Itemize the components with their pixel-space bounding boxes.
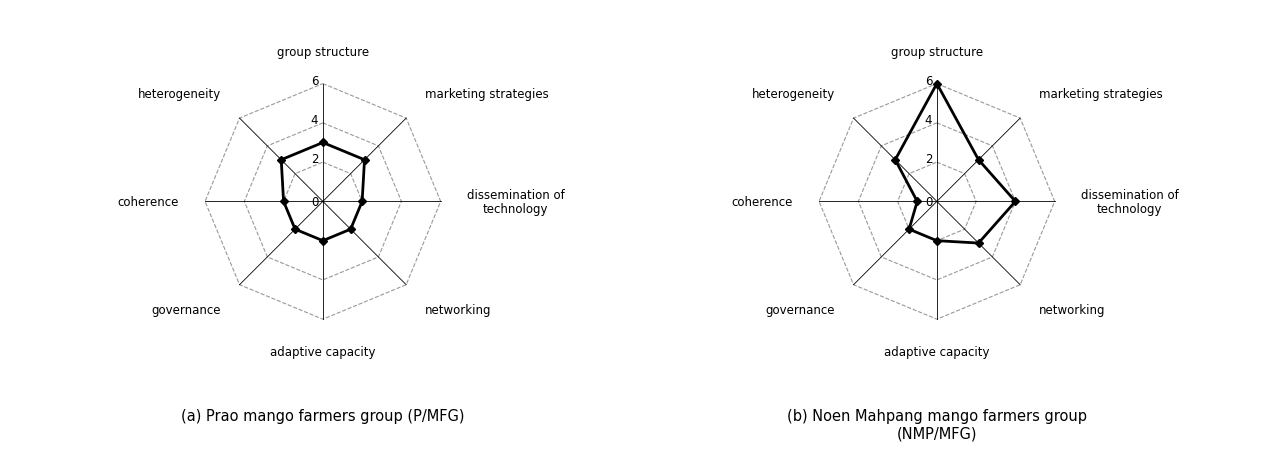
Text: group structure: group structure [277,45,369,59]
Text: (b) Noen Mahpang mango farmers group
(NMP/MFG): (b) Noen Mahpang mango farmers group (NM… [787,409,1086,441]
Text: dissemination of
technology: dissemination of technology [1081,189,1179,215]
Text: dissemination of
technology: dissemination of technology [467,189,565,215]
Text: 6: 6 [311,74,319,87]
Text: 4: 4 [311,113,319,127]
Text: coherence: coherence [118,196,179,208]
Text: networking: networking [1038,303,1105,316]
Text: networking: networking [425,303,491,316]
Text: adaptive capacity: adaptive capacity [884,345,990,358]
Text: heterogeneity: heterogeneity [138,88,221,101]
Text: governance: governance [152,303,221,316]
Text: (a) Prao mango farmers group (P/MFG): (a) Prao mango farmers group (P/MFG) [181,409,464,423]
Text: 6: 6 [925,74,933,87]
Text: marketing strategies: marketing strategies [425,88,548,101]
Text: 2: 2 [925,153,933,166]
Text: 0: 0 [311,196,319,208]
Text: 4: 4 [925,113,933,127]
Text: adaptive capacity: adaptive capacity [270,345,376,358]
Text: coherence: coherence [732,196,793,208]
Text: 0: 0 [925,196,933,208]
Text: governance: governance [765,303,835,316]
Text: group structure: group structure [891,45,983,59]
Text: heterogeneity: heterogeneity [753,88,835,101]
Text: 2: 2 [311,153,319,166]
Text: marketing strategies: marketing strategies [1038,88,1162,101]
